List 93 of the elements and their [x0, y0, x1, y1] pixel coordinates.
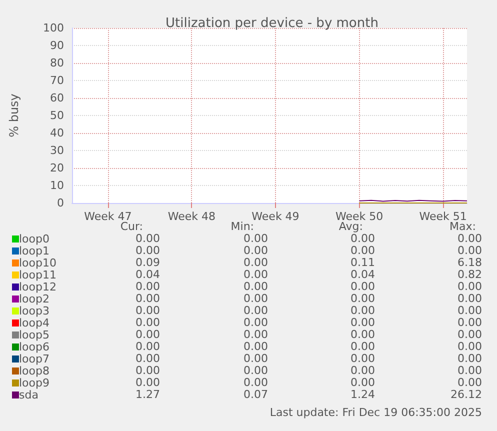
legend-label: loop4: [19, 316, 50, 330]
text: 0.00: [458, 292, 482, 305]
text: 0.00: [350, 316, 375, 329]
text: 0.00: [136, 244, 160, 257]
text: 0.00: [350, 304, 375, 317]
x-tick-label: Week 51: [419, 210, 467, 223]
text: 0.04: [350, 268, 375, 281]
text: 0.00: [458, 328, 482, 341]
text: 1.24: [350, 388, 375, 401]
text: 0.00: [350, 328, 375, 341]
y-tick-label: 30: [50, 144, 64, 157]
text: 0.00: [244, 304, 268, 317]
text: 0.00: [136, 304, 160, 317]
text: 0.00: [244, 232, 268, 245]
text: 0.00: [458, 352, 482, 365]
text: 0.00: [350, 280, 375, 293]
legend-label: loop9: [19, 376, 50, 390]
x-tick-label: Week 50: [335, 210, 384, 223]
text: 0.00: [136, 352, 160, 365]
legend-label: loop6: [19, 340, 50, 354]
text: 0.00: [136, 292, 160, 305]
y-tick-label: 50: [50, 109, 64, 122]
y-tick-label: 20: [50, 162, 64, 174]
x-tick-label: Week 49: [252, 210, 300, 223]
legend-label: loop10: [19, 256, 56, 270]
y-axis-title: % busy: [7, 94, 21, 138]
text: 0.00: [350, 292, 375, 305]
y-tick-label: 80: [50, 56, 64, 70]
text: 1.27: [136, 388, 160, 401]
text: 0.00: [136, 364, 160, 377]
legend-label: loop12: [19, 280, 56, 294]
legend-label: loop3: [19, 304, 50, 318]
text: 0.00: [350, 244, 375, 257]
text: 0.00: [244, 256, 268, 269]
text: 0.11: [350, 256, 375, 269]
legend-label: loop8: [19, 364, 50, 378]
text: Avg:: [338, 220, 363, 233]
y-tick-label: 100: [43, 22, 64, 34]
y-tick-label: 60: [50, 92, 64, 104]
text: 0.00: [350, 232, 375, 245]
text: 0.00: [244, 268, 268, 281]
text: 0.00: [244, 352, 268, 365]
text: 0.00: [458, 304, 482, 317]
text: 0.00: [244, 364, 268, 377]
y-tick-label: 40: [50, 126, 64, 140]
text: 0.00: [136, 376, 160, 389]
text: 0.00: [244, 340, 268, 353]
text: Min:: [230, 220, 254, 233]
text: 0.00: [244, 292, 268, 305]
text: 0.00: [350, 364, 375, 377]
text: 0.00: [458, 376, 482, 389]
y-tick-label: 0: [57, 196, 64, 210]
text: 0.00: [136, 232, 160, 245]
text: 0.00: [458, 280, 482, 293]
legend-label: loop2: [19, 292, 50, 306]
text: 0.00: [350, 352, 375, 365]
text: 0.00: [244, 328, 268, 341]
text: 0.00: [458, 364, 482, 377]
text: 0.00: [136, 316, 160, 329]
chart-title: Utilization per device - by month: [166, 16, 378, 31]
legend-label: sda: [19, 388, 38, 402]
legend-label: loop7: [19, 352, 50, 366]
text: 0.09: [136, 256, 160, 269]
text: 0.00: [350, 376, 375, 389]
text: Cur:: [120, 220, 143, 233]
text: 0.00: [458, 232, 482, 245]
legend-label: loop1: [19, 244, 50, 258]
text: 0.00: [350, 340, 375, 353]
legend-label: loop5: [19, 328, 50, 342]
text: 0.00: [244, 316, 268, 329]
text: 0.07: [244, 388, 268, 401]
y-tick-label: 90: [50, 39, 64, 52]
text: Last update: Fri Dec 19 06:35:00 2025: [270, 406, 482, 419]
text: 0.00: [458, 340, 482, 353]
x-tick-label: Week 47: [84, 210, 132, 223]
text: 0.00: [458, 316, 482, 329]
text: 0.00: [244, 244, 268, 257]
x-tick-label: Week 48: [168, 210, 216, 223]
text: 0.00: [136, 328, 160, 341]
legend-label: loop11: [19, 268, 56, 282]
text: 0.00: [136, 340, 160, 353]
legend-label: loop0: [19, 232, 50, 246]
text: 0.00: [244, 376, 268, 389]
y-tick-label: 70: [50, 74, 64, 87]
y-tick-label: 10: [50, 179, 64, 192]
text: 0.00: [458, 244, 482, 257]
text: 0.00: [136, 280, 160, 293]
text: 0.04: [136, 268, 160, 281]
text: 0.00: [244, 280, 268, 293]
text: 0.82: [458, 268, 482, 281]
text: 6.18: [458, 256, 482, 269]
text: 26.12: [450, 388, 482, 401]
text: Max:: [450, 220, 476, 233]
